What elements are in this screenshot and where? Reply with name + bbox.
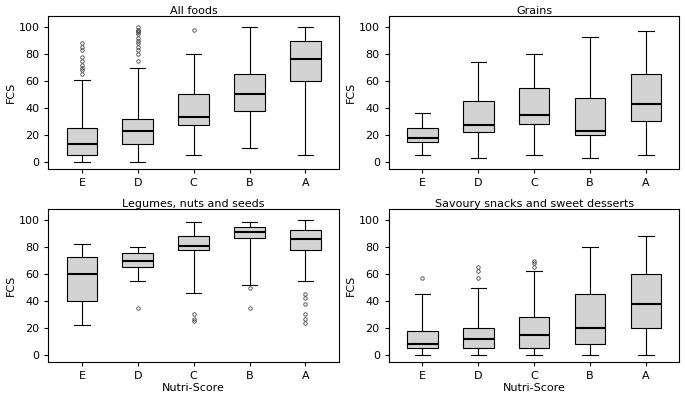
Y-axis label: FCS: FCS — [346, 275, 356, 296]
PathPatch shape — [575, 294, 606, 344]
PathPatch shape — [178, 95, 209, 125]
PathPatch shape — [463, 328, 494, 348]
PathPatch shape — [123, 253, 153, 267]
PathPatch shape — [519, 317, 549, 348]
PathPatch shape — [123, 119, 153, 144]
PathPatch shape — [178, 236, 209, 250]
Title: Legumes, nuts and seeds: Legumes, nuts and seeds — [123, 199, 265, 209]
PathPatch shape — [234, 74, 265, 111]
Y-axis label: FCS: FCS — [5, 275, 16, 296]
PathPatch shape — [66, 257, 97, 301]
Y-axis label: FCS: FCS — [5, 82, 16, 103]
Title: Grains: Grains — [516, 6, 552, 16]
PathPatch shape — [290, 41, 321, 81]
X-axis label: Nutri-Score: Nutri-Score — [162, 383, 225, 393]
PathPatch shape — [630, 274, 661, 328]
PathPatch shape — [234, 227, 265, 238]
PathPatch shape — [407, 331, 438, 348]
Title: All foods: All foods — [170, 6, 218, 16]
PathPatch shape — [463, 101, 494, 132]
PathPatch shape — [519, 88, 549, 124]
PathPatch shape — [575, 99, 606, 135]
PathPatch shape — [407, 128, 438, 142]
PathPatch shape — [66, 128, 97, 155]
PathPatch shape — [290, 230, 321, 250]
PathPatch shape — [630, 74, 661, 121]
Title: Savoury snacks and sweet desserts: Savoury snacks and sweet desserts — [434, 199, 634, 209]
Y-axis label: FCS: FCS — [346, 82, 356, 103]
X-axis label: Nutri-Score: Nutri-Score — [503, 383, 566, 393]
